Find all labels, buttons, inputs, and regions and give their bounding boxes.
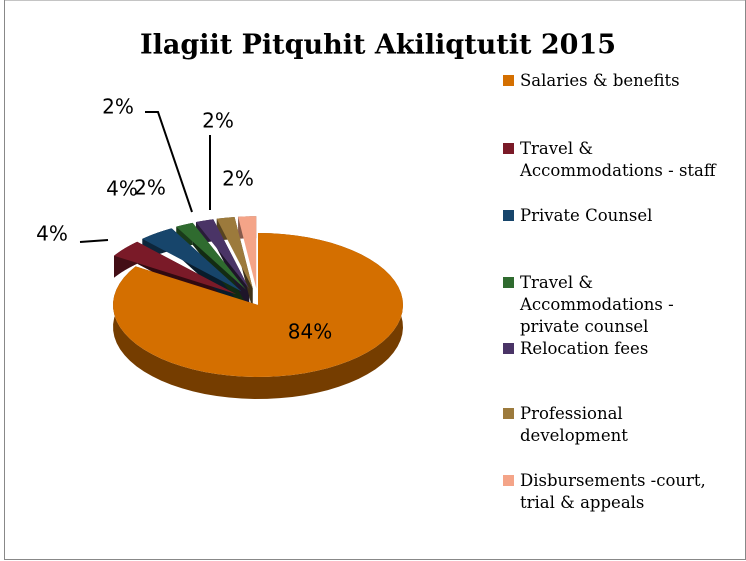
slice <box>142 228 242 292</box>
chart-title: Ilagiit Pitquhit Akiliqtutit 2015 <box>140 30 616 61</box>
legend-swatch <box>503 343 514 354</box>
data-label: 2% <box>134 176 166 200</box>
legend-item: Professional development <box>503 403 720 447</box>
legend-item: Relocation fees <box>503 338 720 360</box>
data-label: 4% <box>36 222 68 246</box>
legend-label: Travel & Accommodations - private counse… <box>520 273 674 336</box>
legend-swatch <box>503 408 514 419</box>
slice <box>113 241 237 295</box>
legend-label: Salaries & benefits <box>520 71 680 90</box>
legend-label: Private Counsel <box>520 206 653 225</box>
legend-label: Disbursements -court, trial & appeals <box>520 471 706 512</box>
leader-line <box>145 111 193 213</box>
legend-label: Relocation fees <box>520 339 649 358</box>
data-label: 4% <box>106 177 138 201</box>
pie: 84%4%4%2%2%2%2% <box>36 95 403 399</box>
legend-label: Travel & Accommodations - staff <box>520 139 716 180</box>
legend-swatch <box>503 210 514 221</box>
slice <box>176 222 247 290</box>
legend-item: Salaries & benefits <box>503 70 720 92</box>
leader-line <box>79 239 109 243</box>
legend-item: Travel & Accommodations - private counse… <box>503 272 720 338</box>
data-label: 2% <box>202 109 234 133</box>
slice <box>216 217 253 289</box>
data-label: 2% <box>222 167 254 191</box>
legend-label: Professional development <box>520 404 628 445</box>
slice <box>113 233 403 377</box>
slice <box>238 216 257 289</box>
legend-swatch <box>503 143 514 154</box>
legend-item: Disbursements -court, trial & appeals <box>503 470 720 514</box>
data-label: 2% <box>102 95 134 119</box>
legend-item: Private Counsel <box>503 205 720 227</box>
legend-swatch <box>503 277 514 288</box>
data-label: 84% <box>288 320 332 344</box>
slice <box>195 219 250 290</box>
legend-swatch <box>503 475 514 486</box>
legend-item: Travel & Accommodations - staff <box>503 138 720 182</box>
legend-swatch <box>503 75 514 86</box>
